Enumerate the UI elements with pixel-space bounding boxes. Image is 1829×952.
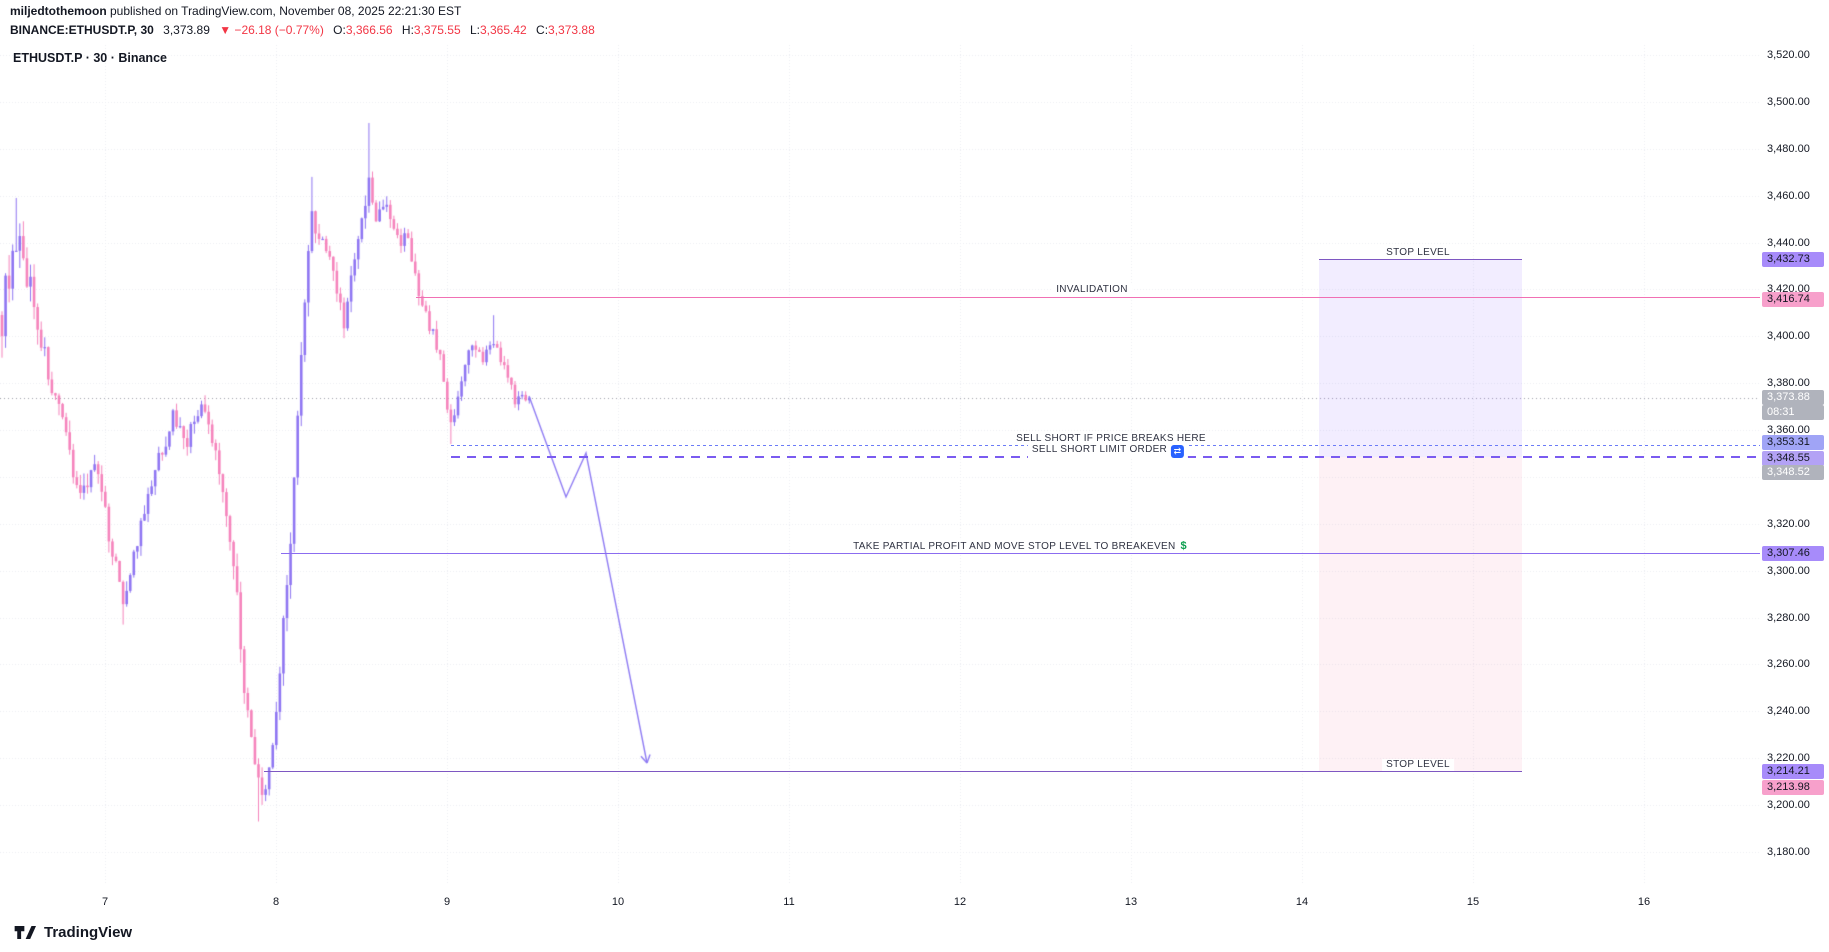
- price-tick: 3,260.00: [1767, 658, 1810, 671]
- invalidation-line[interactable]: [416, 296, 1760, 298]
- sell-short-limit-badge: 3,348.55: [1762, 450, 1824, 466]
- price-tick: 3,500.00: [1767, 95, 1810, 108]
- stop-level-top-label-text: STOP LEVEL: [1386, 246, 1450, 258]
- price-tick: 3,380.00: [1767, 377, 1810, 390]
- price-tick: 3,300.00: [1767, 564, 1810, 577]
- time-tick: 10: [611, 896, 625, 908]
- price-tick: 3,360.00: [1767, 424, 1810, 437]
- time-tick: 9: [443, 896, 451, 908]
- tradingview-logo[interactable]: TradingView: [14, 923, 132, 942]
- time-tick: 12: [953, 896, 967, 908]
- price-tick: 3,400.00: [1767, 330, 1810, 343]
- limit-order-icon: ⇄: [1171, 444, 1185, 458]
- time-tick: 14: [1295, 896, 1309, 908]
- price-tick: 3,200.00: [1767, 799, 1810, 812]
- invalidation-label-text: INVALIDATION: [1056, 284, 1128, 296]
- time-tick: 7: [101, 896, 109, 908]
- take-partial-profit-label[interactable]: TAKE PARTIAL PROFIT AND MOVE STOP LEVEL …: [849, 540, 1191, 554]
- price-tick: 3,440.00: [1767, 236, 1810, 249]
- time-tick: 16: [1637, 896, 1651, 908]
- sell-short-limit-label-text: SELL SHORT LIMIT ORDER: [1031, 443, 1168, 455]
- sell-short-break-label-text: SELL SHORT IF PRICE BREAKS HERE: [1016, 432, 1206, 444]
- time-tick: 8: [272, 896, 280, 908]
- time-tick: 15: [1466, 896, 1480, 908]
- invalidation-label[interactable]: INVALIDATION: [1052, 284, 1132, 297]
- publish-header: miljedtothemoon published on TradingView…: [10, 4, 461, 18]
- price-tick: 3,460.00: [1767, 189, 1810, 202]
- pink-low-badge: 3,213.98: [1762, 780, 1824, 796]
- stop-level-bottom-line[interactable]: [264, 771, 1522, 773]
- close-price: 3,373.88: [548, 23, 595, 37]
- time-tick: 11: [783, 896, 795, 908]
- sell-short-limit-label[interactable]: SELL SHORT LIMIT ORDER ⇄: [1027, 443, 1189, 458]
- gray-price-badge: 3,348.52: [1762, 465, 1824, 481]
- symbol-title: BINANCE:ETHUSDT.P, 30: [10, 23, 154, 37]
- sell-short-break-label[interactable]: SELL SHORT IF PRICE BREAKS HERE: [1012, 432, 1210, 445]
- position-stop-zone: [1319, 259, 1522, 457]
- price-tick: 3,220.00: [1767, 752, 1810, 765]
- position-profit-zone: [1319, 456, 1522, 772]
- open-label: O:: [333, 23, 346, 37]
- tradingview-logo-icon: [14, 926, 36, 939]
- stop-level-bottom-badge: 3,214.21: [1762, 764, 1824, 780]
- low-price: 3,365.42: [479, 23, 527, 37]
- low-label: L:: [469, 23, 480, 37]
- chart-legend: ETHUSDT.P · 30 · Binance: [13, 51, 167, 65]
- stop-level-bottom-label-text: STOP LEVEL: [1386, 758, 1450, 770]
- take-partial-profit-line[interactable]: [281, 552, 1760, 554]
- price-tick: 3,240.00: [1767, 705, 1810, 718]
- author-name: miljedtothemoon: [10, 4, 107, 18]
- publish-info: published on TradingView.com, November 0…: [106, 4, 462, 18]
- symbol-info-bar: BINANCE:ETHUSDT.P, 30 3,373.89 ▼ −26.18 …: [10, 23, 595, 37]
- price-change: ▼ −26.18 (−0.77%): [219, 23, 324, 37]
- price-tick: 3,180.00: [1767, 845, 1810, 858]
- last-price: 3,373.89: [163, 23, 210, 37]
- current-price-badge: 3,373.88: [1762, 390, 1824, 405]
- take-partial-profit-label-text: TAKE PARTIAL PROFIT AND MOVE STOP LEVEL …: [853, 541, 1176, 553]
- close-label: C:: [536, 23, 549, 37]
- dollar-icon: $: [1180, 540, 1187, 553]
- price-tick: 3,320.00: [1767, 517, 1810, 530]
- open-price: 3,366.56: [345, 23, 393, 37]
- sell-short-break-badge: 3,353.31: [1762, 435, 1824, 451]
- invalidation-badge: 3,416.74: [1762, 291, 1824, 307]
- tradingview-logo-text: TradingView: [44, 924, 133, 941]
- high-price: 3,375.55: [413, 23, 461, 37]
- stop-level-top-badge: 3,432.73: [1762, 252, 1824, 268]
- time-tick: 13: [1124, 896, 1138, 908]
- stop-level-top-label[interactable]: STOP LEVEL: [1382, 246, 1454, 259]
- high-label: H:: [401, 23, 414, 37]
- stop-level-top-line[interactable]: [1319, 259, 1522, 261]
- countdown-badge: 08:31: [1762, 405, 1824, 420]
- take-partial-profit-badge: 3,307.46: [1762, 545, 1824, 561]
- price-tick: 3,480.00: [1767, 142, 1810, 155]
- price-tick: 3,280.00: [1767, 611, 1810, 624]
- stop-level-bottom-label[interactable]: STOP LEVEL: [1382, 758, 1454, 771]
- price-tick: 3,520.00: [1767, 49, 1810, 61]
